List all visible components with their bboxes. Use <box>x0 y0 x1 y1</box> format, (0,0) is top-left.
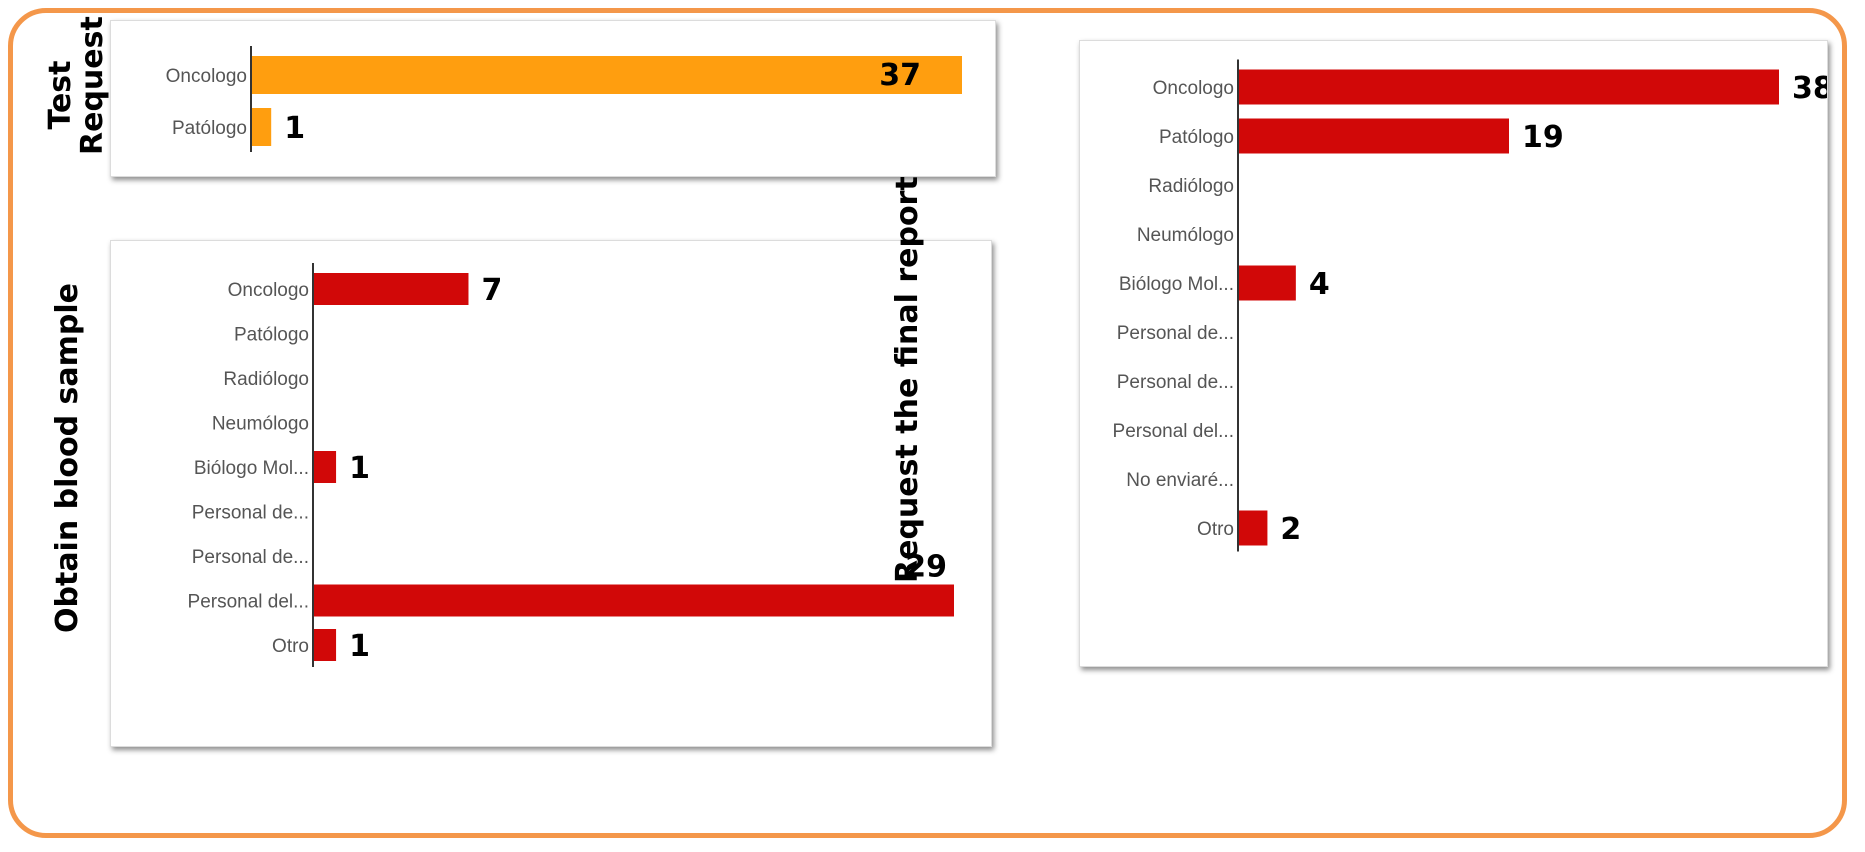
bar-patologo <box>252 108 272 146</box>
bar-oncologo <box>1239 69 1779 105</box>
bar-patologo <box>1239 118 1509 154</box>
data-label-patologo: 1 <box>284 111 305 146</box>
tick-label-personal-de: Personal de... <box>1117 323 1234 344</box>
data-label-oncologo: 37 <box>879 58 921 93</box>
data-label-oncologo: 7 <box>481 273 502 308</box>
tick-label-oncologo: Oncologo <box>228 280 309 301</box>
bar-oncologo <box>252 56 962 94</box>
data-label-otro: 2 <box>1280 512 1301 547</box>
side-title-request-final-report: Request the final report <box>890 176 925 583</box>
side-title-obtain-blood-sample: Obtain blood sample <box>50 282 85 633</box>
tick-label-otro: Otro <box>1197 519 1234 540</box>
side-title-test-request: Test Request <box>43 16 110 155</box>
bar-oncologo <box>314 273 469 305</box>
tick-label-personal-de: Personal de... <box>192 503 309 524</box>
data-label-patologo: 19 <box>1522 120 1564 155</box>
orange-rounded-frame <box>8 8 1847 838</box>
data-label-biologo-mol: 4 <box>1309 267 1330 302</box>
tick-label-radiologo: Radiólogo <box>1148 176 1234 197</box>
data-label-biologo-mol: 1 <box>349 451 370 486</box>
tick-label-personal-del: Personal del... <box>1113 421 1234 442</box>
tick-label-oncologo: Oncologo <box>166 66 247 87</box>
tick-label-otro: Otro <box>272 636 309 657</box>
tick-label-neumologo: Neumólogo <box>212 414 309 435</box>
bar-biologo-mol <box>1239 265 1296 301</box>
chart-card-obtain-blood-sample: Oncologo 7 Patólogo Radiólogo Neumólogo Biólo… <box>110 240 992 747</box>
bar-chart-request-final-report: Oncologo 38 Patólogo 19 Radiólogo Neumólogo Bi… <box>1113 59 1827 552</box>
bar-otro <box>314 629 337 661</box>
bar-otro <box>1239 510 1268 546</box>
tick-label-oncologo: Oncologo <box>1153 78 1234 99</box>
data-label-otro: 1 <box>349 629 370 664</box>
data-label-oncologo: 38 <box>1792 71 1827 106</box>
tick-label-neumologo: Neumólogo <box>1137 225 1234 246</box>
chart-card-test-request: Oncologo 37 Patólogo 1 <box>110 20 996 177</box>
tick-label-no-enviare: No enviaré... <box>1126 470 1234 491</box>
tick-label-patologo: Patólogo <box>1159 127 1234 148</box>
tick-label-personal-de: Personal de... <box>1117 372 1234 393</box>
tick-label-personal-de: Personal de... <box>192 547 309 568</box>
bar-chart-obtain-blood-sample: Oncologo 7 Patólogo Radiólogo Neumólogo Biólo… <box>188 263 954 667</box>
tick-label-patologo: Patólogo <box>234 325 309 346</box>
tick-label-biologo-mol: Biólogo Mol... <box>194 458 309 479</box>
chart-card-request-final-report: Oncologo 38 Patólogo 19 Radiólogo Neumólogo Bi… <box>1079 40 1828 667</box>
tick-label-patologo: Patólogo <box>172 118 247 139</box>
tick-label-personal-del: Personal del... <box>188 592 309 613</box>
data-label-personal-del: 29 <box>905 550 947 585</box>
bar-biologo-mol <box>314 451 337 483</box>
tick-label-radiologo: Radiólogo <box>223 369 309 390</box>
tick-label-biologo-mol: Biólogo Mol... <box>1119 274 1234 295</box>
bar-personal-del <box>314 584 954 617</box>
bar-chart-test-request: Oncologo 37 Patólogo 1 <box>166 46 962 152</box>
